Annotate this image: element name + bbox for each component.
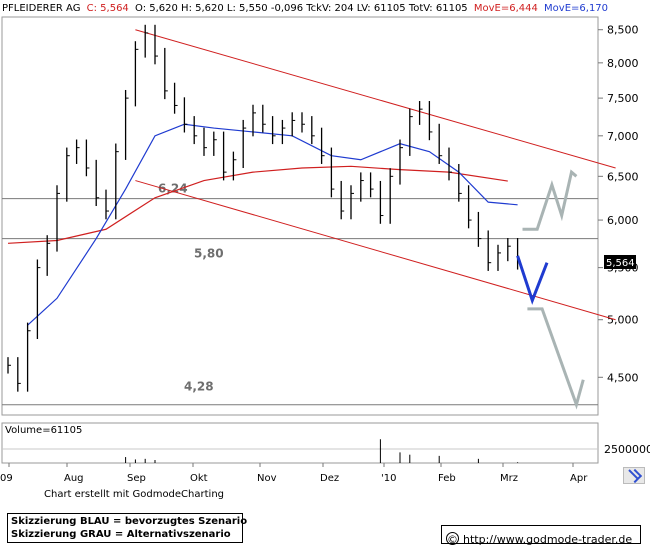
channel-upper-line — [135, 29, 616, 169]
x-tick-label: Mrz — [500, 473, 518, 484]
x-tick-label: Nov — [257, 473, 277, 484]
price-bars — [7, 24, 521, 392]
ma-short-line — [7, 165, 508, 244]
x-tick-label: Okt — [190, 473, 208, 484]
url-link[interactable]: http://www.godmode-trader.de — [463, 533, 633, 546]
level-label: 4,28 — [184, 380, 214, 394]
x-tick-label: Aug — [64, 473, 84, 484]
scenario-blue-path — [516, 255, 549, 305]
x-tick-label: Feb — [438, 473, 456, 484]
volume-label: Volume=61105 — [5, 425, 82, 436]
price-badge-text: 5,564 — [606, 258, 635, 269]
ma-long-line — [27, 123, 518, 326]
level-label: 5,80 — [194, 247, 224, 261]
y-tick-label: 5,000 — [607, 314, 639, 327]
legend-grey: Skizzierung GRAU = Alternativszenario — [11, 529, 231, 540]
ma-long-label: MovE=6,170 — [544, 3, 608, 14]
x-tick-label: 09 — [0, 473, 13, 484]
y-tick-label: 6,500 — [607, 170, 639, 183]
price-panel — [1, 16, 599, 416]
x-tick-label: Sep — [127, 473, 146, 484]
stock-name: PFLEIDERER AG — [2, 3, 80, 14]
channel-lower-line — [135, 180, 616, 321]
x-axis: 09 Aug Sep Okt Nov Dez '10 Feb Mrz Apr — [0, 463, 588, 484]
scenario-grey-path — [522, 169, 578, 231]
x-tick-label: Dez — [320, 473, 339, 484]
scenario-grey-path — [527, 307, 585, 410]
y-tick-label: 8,500 — [607, 24, 639, 37]
url-box[interactable]: © http://www.godmode-trader.de — [441, 525, 641, 546]
legend-box: Skizzierung BLAU = bevorzugtes Szenario … — [7, 513, 248, 543]
chart-arrow-icon[interactable] — [623, 467, 645, 484]
close-price: C: 5,564 — [87, 3, 129, 14]
credit-text: Chart erstellt mit GodmodeCharting — [44, 489, 224, 500]
ohlc-info: O: 5,620 H: 5,620 L: 5,550 -0,096 TckV: … — [135, 3, 468, 14]
y-tick-label: 7,500 — [607, 92, 639, 105]
y-axis: 8,5008,0007,5007,0006,5006,0005,5005,000… — [598, 24, 639, 384]
copyright-icon: © — [446, 532, 459, 546]
y-tick-label: 8,000 — [607, 57, 639, 70]
chart-header: PFLEIDERER AG C: 5,564 O: 5,620 H: 5,620… — [2, 3, 608, 14]
scenario-sketches — [516, 169, 585, 410]
x-tick-label: Apr — [570, 473, 588, 484]
volume-panel — [1, 422, 599, 464]
y-tick-label: 4,500 — [607, 371, 639, 384]
ma-short-label: MovE=6,444 — [474, 3, 538, 14]
y-tick-label: 6,000 — [607, 214, 639, 227]
volume-axis-label: 2500000 — [604, 443, 650, 456]
legend-blue: Skizzierung BLAU = bevorzugtes Szenario — [11, 516, 248, 527]
y-tick-label: 7,000 — [607, 130, 639, 143]
trend-channel — [135, 29, 616, 321]
price-badge — [604, 255, 636, 269]
support-levels: 6,24 5,80 4,28 — [2, 182, 598, 406]
moving-averages — [7, 123, 518, 326]
volume-bars — [125, 439, 519, 463]
level-label: 6,24 — [158, 182, 188, 196]
x-tick-label: '10 — [381, 473, 396, 484]
